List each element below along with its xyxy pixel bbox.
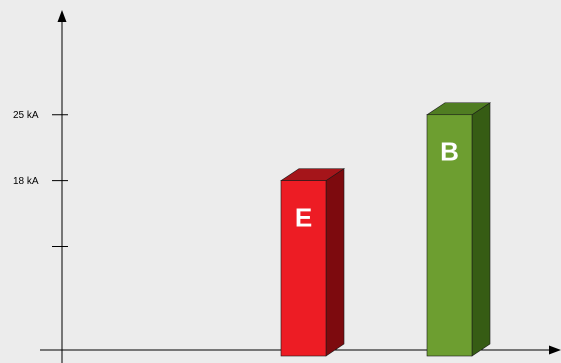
bar-front [280,180,327,357]
bars-group: EB [280,102,491,357]
y-axis-arrow [57,10,67,22]
y-axis-ticks: 18 kA 25 kA [13,110,68,247]
x-axis-arrow [549,345,561,355]
bar-e: E [280,168,345,357]
bar-label: E [295,203,312,233]
y-tick-label: 18 kA [13,176,39,187]
bar-side [471,102,491,357]
bar-label: B [440,137,459,167]
y-tick-label: 25 kA [13,110,39,121]
bar-side [325,168,345,357]
bar-front [426,114,473,357]
bar-b: B [426,102,491,357]
